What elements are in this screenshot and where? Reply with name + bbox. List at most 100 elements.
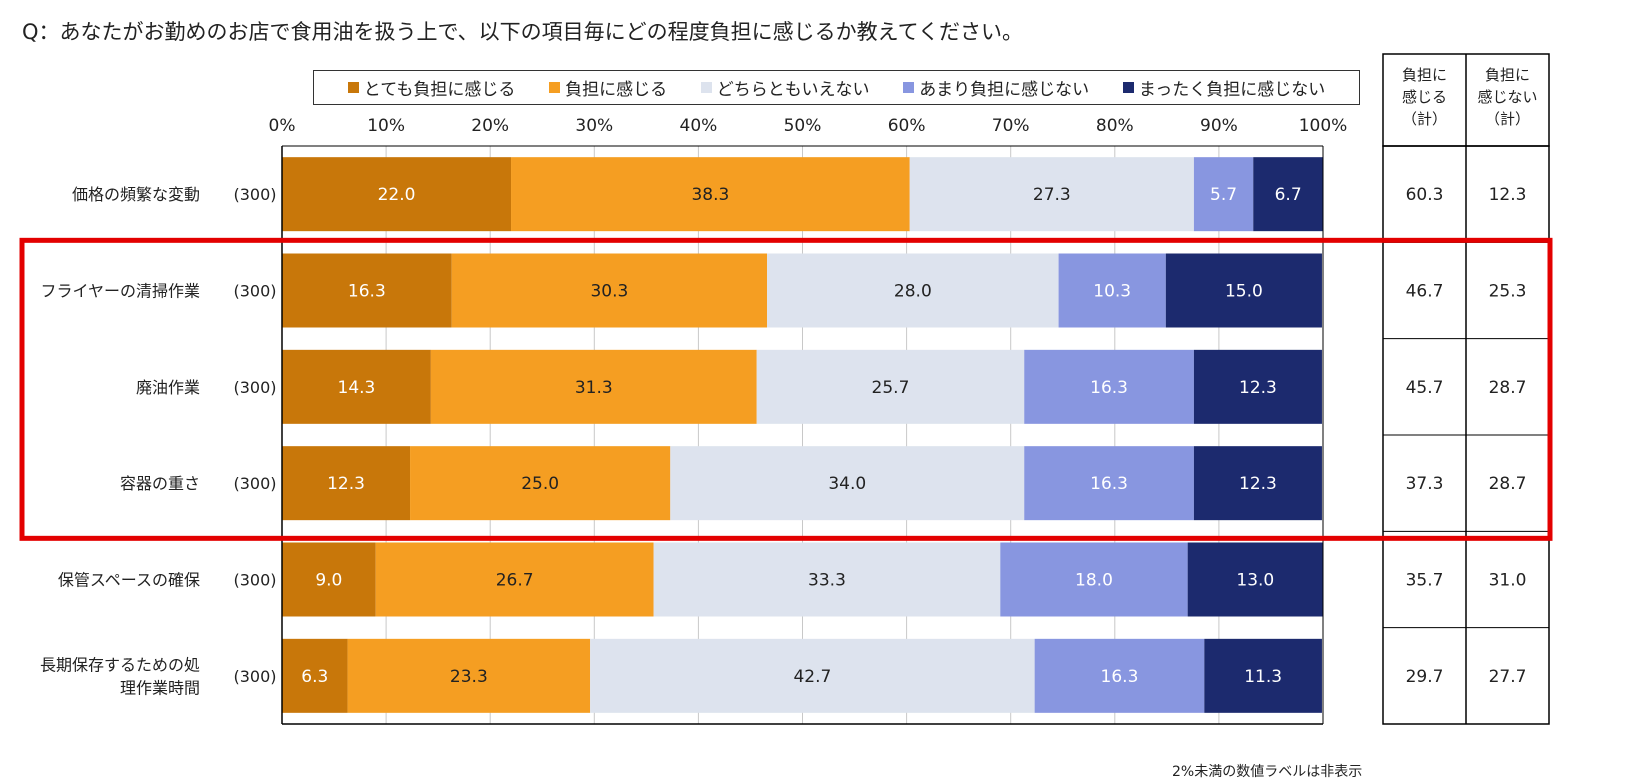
category-label: 廃油作業 [136,378,200,397]
bar-segment [282,349,431,424]
question-text: Q：あなたがお勤めのお店で食用油を扱う上で、以下の項目毎にどの程度負担に感じるか… [22,20,1024,44]
summary-value: 28.7 [1489,474,1527,494]
bar-segment [1193,157,1254,232]
tick-label: 20% [471,116,509,136]
bar-segment [1024,349,1194,424]
summary-header: 感じない [1477,88,1537,106]
bar-segment [1193,349,1322,424]
legend-swatch [347,82,359,93]
legend-item: あまり負担に感じない [903,75,1089,100]
data-label: 27.3 [1033,185,1071,205]
bar-segment [653,542,1001,617]
sample-size-label: (300) [233,378,276,397]
tick-label: 30% [575,116,613,136]
sample-size-label: (300) [233,185,276,204]
summary-value: 37.3 [1406,474,1444,494]
data-label: 9.0 [315,571,342,591]
summary-value: 27.7 [1489,667,1527,687]
data-label: 38.3 [691,185,729,205]
chart-legend: とても負担に感じる 負担に感じる どちらともいえない あまり負担に感じない まったく負担… [313,70,1360,105]
bar-segment [756,349,1025,424]
summary-value: 46.7 [1406,282,1444,302]
bar-segment [1253,157,1323,232]
highlight-box [19,237,1553,541]
data-label: 16.3 [1090,378,1128,398]
legend-swatch [903,82,915,93]
tick-label: 10% [367,116,405,136]
sample-size-label: (300) [233,474,276,493]
sample-size-label: (300) [233,667,276,686]
bar-segment [410,446,671,521]
bar-segment [1034,638,1205,713]
legend-item: 負担に感じる [549,75,667,100]
summary-value: 45.7 [1406,378,1444,398]
bar-segment [282,446,411,521]
category-label: 容器の重さ [120,474,200,493]
tick-label: 90% [1200,116,1238,136]
data-label: 6.7 [1275,185,1302,205]
bar-segment [282,638,348,713]
legend-label: まったく負担に感じない [1138,80,1326,100]
bar-segment [347,638,591,713]
bar-segment [767,253,1059,328]
sample-size-label: (300) [233,571,276,590]
summary-header: 感じる [1402,88,1447,106]
data-label: 11.3 [1244,667,1282,687]
summary-value: 60.3 [1406,185,1444,205]
category-label: 保管スペースの確保 [58,571,200,590]
bar-segment [1165,253,1322,328]
summary-header: 負担に [1402,66,1447,84]
legend-label: どちらともいえない [716,80,870,100]
legend-label: 負担に感じる [565,80,668,100]
data-label: 18.0 [1075,571,1113,591]
tick-label: 100% [1299,116,1348,136]
legend-label: とても負担に感じる [363,80,516,100]
data-label: 12.3 [1239,378,1277,398]
bar-segment [1204,638,1322,713]
legend-swatch [700,82,712,93]
bar-segment [511,157,910,232]
summary-value: 28.7 [1489,378,1527,398]
data-label: 14.3 [338,378,376,398]
data-label: 42.7 [793,667,831,687]
data-label: 16.3 [348,282,386,302]
category-label: 理作業時間 [120,678,200,697]
data-label: 5.7 [1210,185,1237,205]
bar-segment [282,253,452,328]
tick-label: 70% [992,116,1030,136]
footnote: 2%未満の数値ラベルは非表示 [1172,764,1363,780]
category-label: 価格の頻繁な変動 [72,185,200,204]
sample-size-label: (300) [233,282,276,301]
bar-segment [282,157,512,232]
data-label: 15.0 [1225,282,1263,302]
data-label: 16.3 [1090,474,1128,494]
bar-segment [1187,542,1323,617]
data-label: 10.3 [1093,282,1131,302]
data-label: 23.3 [450,667,488,687]
legend-item: とても負担に感じる [347,75,516,100]
data-label: 12.3 [327,474,365,494]
summary-value: 35.7 [1406,571,1444,591]
bar-segment [1024,446,1194,521]
tick-label: 60% [888,116,926,136]
bar-segment [1058,253,1166,328]
tick-label: 80% [1096,116,1134,136]
data-label: 25.7 [872,378,910,398]
data-label: 16.3 [1101,667,1139,687]
summary-header: （計） [1402,110,1447,128]
data-label: 26.7 [496,571,534,591]
data-label: 25.0 [521,474,559,494]
category-label: 長期保存するための処 [40,655,200,674]
tick-label: 0% [269,116,296,136]
summary-header: （計） [1485,110,1530,128]
bar-segment [670,446,1025,521]
bar-segment [451,253,768,328]
data-label: 33.3 [808,571,846,591]
summary-value: 31.0 [1489,571,1527,591]
legend-label: あまり負担に感じない [919,80,1090,100]
summary-value: 12.3 [1489,185,1527,205]
summary-value: 25.3 [1489,282,1527,302]
data-label: 6.3 [301,667,328,687]
bar-segment [1000,542,1188,617]
